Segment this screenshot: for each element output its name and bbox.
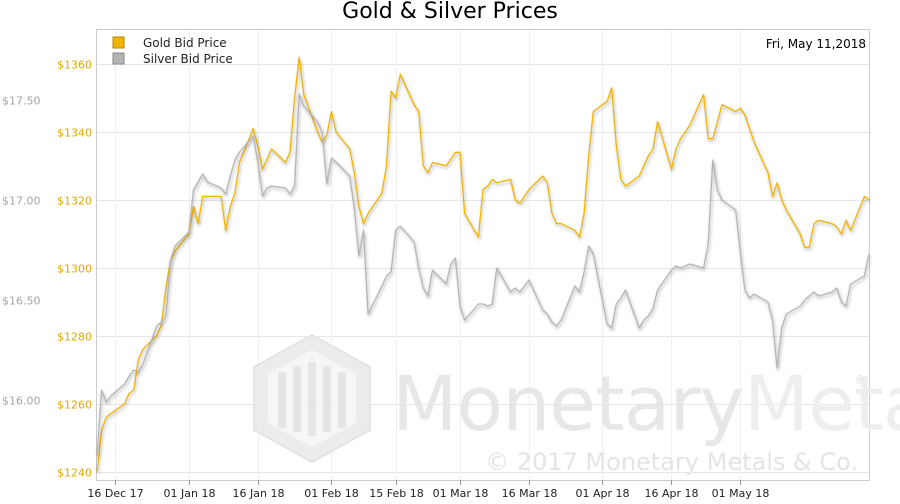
x-tick-label: 16 Jan 18 — [233, 487, 285, 500]
watermark-logo — [253, 333, 371, 464]
x-tick-label: 16 Mar 18 — [502, 487, 558, 500]
watermark-copyright: © 2017 Monetary Metals & Co. — [485, 448, 858, 476]
legend-label-silver: Silver Bid Price — [143, 52, 233, 66]
gold-tick-label: $1240 — [57, 467, 92, 480]
gold-tick-label: $1320 — [57, 195, 92, 208]
chart-title: Gold & Silver Prices — [342, 0, 558, 24]
gold-tick-label: $1340 — [57, 127, 92, 140]
legend-swatch-gold — [112, 36, 125, 49]
x-tick-label: 01 Mar 18 — [433, 487, 489, 500]
silver-tick-label: $17.00 — [2, 195, 41, 208]
gold-tick-label: $1260 — [57, 399, 92, 412]
legend-label-gold: Gold Bid Price — [143, 36, 227, 50]
x-tick-label: 16 Apr 18 — [644, 487, 698, 500]
gold-tick-label: $1300 — [57, 263, 92, 276]
x-tick-label: 16 Dec 17 — [87, 487, 143, 500]
x-tick-label: 01 Feb 18 — [304, 487, 358, 500]
legend: Gold Bid Price Silver Bid Price — [112, 36, 233, 66]
silver-tick-label: $17.50 — [2, 95, 41, 108]
silver-tick-label: $16.00 — [2, 395, 41, 408]
gold-price-line — [96, 56, 870, 472]
date-label: Fri, May 11,2018 — [766, 37, 866, 51]
series-layer — [96, 56, 870, 472]
legend-swatch-silver — [112, 52, 125, 65]
grid-lines — [97, 30, 869, 480]
watermark-registered: ® — [854, 373, 866, 387]
silver-tick-label: $16.50 — [2, 295, 41, 308]
x-tick-label: 01 Jan 18 — [164, 487, 216, 500]
x-tick-label: 15 Feb 18 — [369, 487, 423, 500]
x-tick-label: 01 May 18 — [712, 487, 770, 500]
gold-tick-label: $1360 — [57, 59, 92, 72]
silver-price-line — [96, 93, 870, 457]
x-tick-label: 01 Apr 18 — [575, 487, 629, 500]
gold-tick-label: $1280 — [57, 331, 92, 344]
axes: $1240 $1260 $1280 $1300 $1320 $1340 $1360 $16.0… — [2, 59, 769, 501]
